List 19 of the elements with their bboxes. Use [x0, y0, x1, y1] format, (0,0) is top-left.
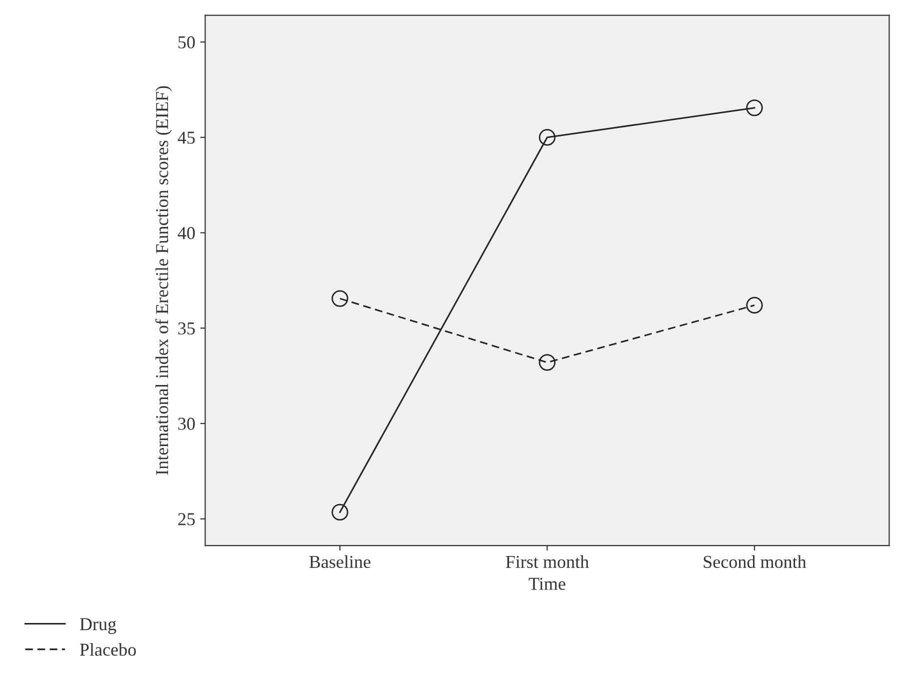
y-tick-label: 25	[178, 513, 195, 526]
y-tick-label: 45	[178, 132, 195, 144]
x-axis-title: Time	[528, 578, 566, 590]
x-tick-label: First month	[506, 555, 589, 568]
point	[746, 296, 763, 314]
point	[538, 129, 556, 146]
point	[332, 504, 348, 521]
y-tick-label: 40	[178, 227, 195, 240]
y-tick-label: 30	[178, 418, 195, 430]
y-tick-label: 35	[178, 322, 195, 335]
x-tick-label: Second month	[704, 555, 806, 568]
point	[332, 290, 348, 307]
point	[538, 354, 556, 371]
legend-label: Placebo	[80, 643, 136, 656]
x-tick-label: Baseline	[309, 555, 370, 568]
point	[746, 99, 763, 116]
legend-label: Drug	[80, 618, 116, 634]
y-tick-label: 50	[178, 36, 195, 48]
y-axis-title: International index of Erectile Function scores (EIEF)	[155, 86, 172, 475]
